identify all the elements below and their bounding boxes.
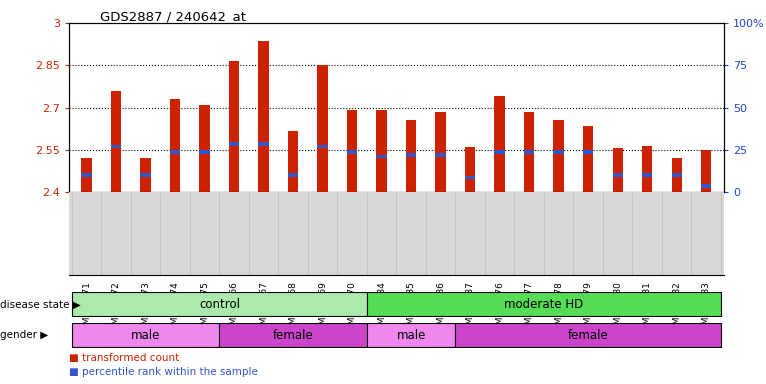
Bar (367, 323, 456, 347)
Bar (111, 145, 121, 148)
Bar (436, 153, 446, 157)
Bar (170, 150, 180, 154)
Bar (229, 142, 239, 146)
Bar (140, 173, 151, 177)
Bar (465, 147, 476, 192)
Bar (317, 145, 328, 148)
Bar (111, 91, 121, 192)
Bar (72, 292, 367, 316)
Text: disease state ▶: disease state ▶ (0, 299, 80, 310)
Text: gender ▶: gender ▶ (0, 330, 48, 340)
Bar (258, 142, 269, 146)
Text: GDS2887 / 240642_at: GDS2887 / 240642_at (100, 10, 246, 23)
Bar (347, 110, 357, 192)
Bar (495, 150, 505, 154)
Text: ■ transformed count: ■ transformed count (69, 353, 179, 363)
Bar (613, 173, 623, 177)
Bar (347, 150, 357, 154)
Bar (72, 323, 219, 347)
Bar (495, 96, 505, 192)
Bar (524, 150, 535, 154)
Bar (524, 112, 535, 192)
Bar (199, 150, 210, 154)
Bar (81, 173, 92, 177)
Text: female: female (568, 329, 608, 341)
Bar (288, 131, 298, 192)
Bar (701, 150, 712, 192)
Bar (288, 173, 298, 177)
Bar (642, 146, 653, 192)
Text: female: female (273, 329, 313, 341)
Bar (701, 184, 712, 188)
Text: moderate HD: moderate HD (504, 298, 584, 311)
Bar (436, 112, 446, 192)
Bar (554, 150, 564, 154)
Bar (672, 173, 682, 177)
Bar (613, 148, 623, 192)
Bar (377, 110, 387, 192)
Bar (465, 175, 476, 179)
Bar (642, 173, 653, 177)
Bar (219, 323, 367, 347)
Text: male: male (131, 329, 160, 341)
Text: male: male (397, 329, 426, 341)
Bar (140, 158, 151, 192)
Bar (317, 65, 328, 192)
Bar (199, 105, 210, 192)
Bar (170, 99, 180, 192)
Text: control: control (199, 298, 240, 311)
Bar (229, 61, 239, 192)
Bar (406, 120, 416, 192)
Bar (406, 153, 416, 157)
Bar (81, 158, 92, 192)
Bar (672, 158, 682, 192)
Bar (258, 41, 269, 192)
Bar (554, 120, 564, 192)
Text: ■ percentile rank within the sample: ■ percentile rank within the sample (69, 367, 258, 377)
Bar (367, 292, 721, 316)
Bar (583, 126, 594, 192)
Bar (456, 323, 721, 347)
Bar (583, 150, 594, 154)
Bar (377, 154, 387, 158)
